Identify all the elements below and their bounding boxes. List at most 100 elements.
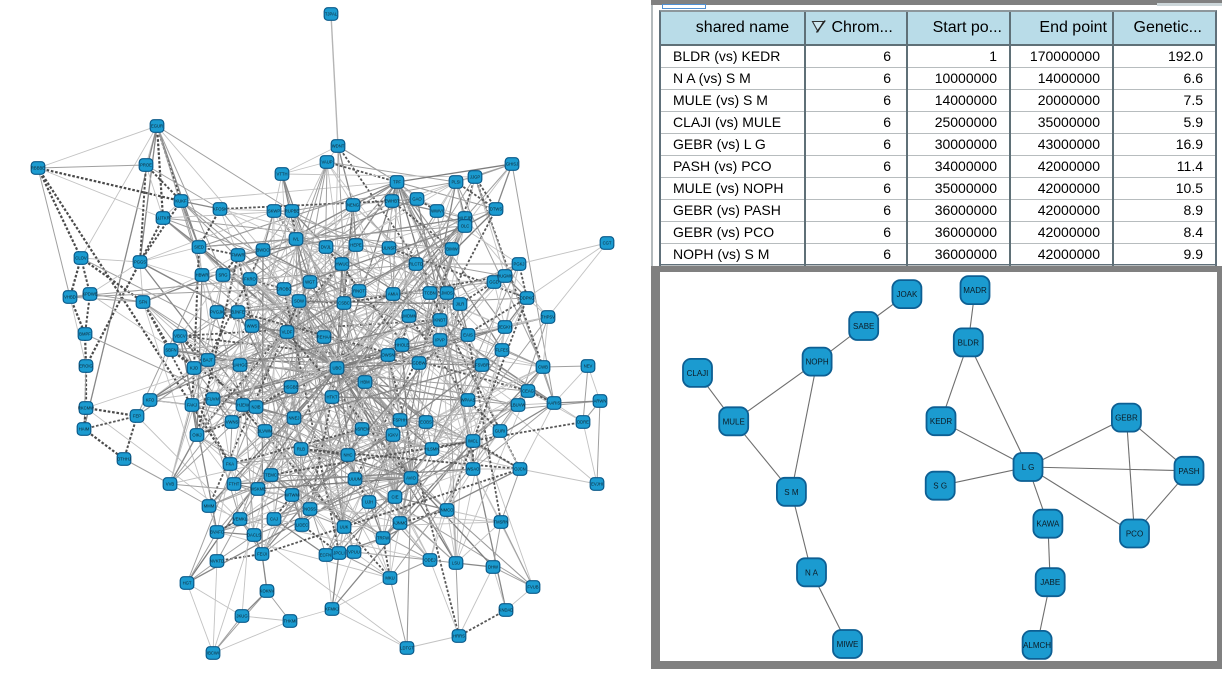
svg-text:AMIA: AMIA	[388, 292, 398, 297]
svg-text:FUVM: FUVM	[207, 397, 219, 402]
svg-text:JEGKH: JEGKH	[498, 325, 512, 330]
svg-text:IVL: IVL	[293, 237, 300, 242]
svg-text:PGKJ: PGKJ	[514, 262, 525, 267]
svg-text:LBUVW: LBUVW	[511, 403, 526, 408]
svg-text:FLFES: FLFES	[495, 348, 508, 353]
svg-text:WPAAS: WPAAS	[461, 398, 476, 403]
svg-text:JILR: JILR	[456, 302, 465, 307]
svg-text:UUUM: UUUM	[349, 477, 362, 482]
svg-text:ALMCH: ALMCH	[1023, 641, 1051, 650]
svg-text:HEPE: HEPE	[350, 243, 362, 248]
svg-text:CROBO: CROBO	[276, 287, 292, 292]
svg-text:OWSN: OWSN	[381, 353, 394, 358]
svg-text:VHBD: VHBD	[64, 295, 76, 300]
svg-text:FEIJI: FEIJI	[257, 552, 267, 557]
svg-text:CEAG: CEAG	[522, 389, 534, 394]
svg-text:HAIM: HAIM	[79, 427, 90, 432]
svg-text:UJH: UJH	[365, 500, 373, 505]
svg-text:FVUB: FVUB	[527, 585, 538, 590]
svg-text:DDRE: DDRE	[577, 420, 589, 425]
svg-text:REHAA: REHAA	[317, 335, 332, 340]
svg-text:SIED: SIED	[194, 245, 204, 250]
svg-text:DTWS: DTWS	[490, 207, 503, 212]
svg-text:SKWP: SKWP	[268, 209, 281, 214]
svg-text:ODEJ: ODEJ	[424, 558, 435, 563]
svg-text:MIWE: MIWE	[837, 640, 859, 649]
svg-text:TMSRN: TMSRN	[494, 520, 509, 525]
svg-text:FSPHH: FSPHH	[393, 418, 407, 423]
svg-text:VWNS: VWNS	[226, 420, 239, 425]
svg-text:HBM: HBM	[360, 380, 370, 385]
svg-text:HWUC: HWUC	[335, 262, 348, 267]
svg-text:OLC: OLC	[461, 224, 470, 229]
svg-text:KAWA: KAWA	[1036, 520, 1060, 529]
svg-text:MULE: MULE	[723, 417, 745, 426]
svg-text:EWHBT: EWHBT	[384, 199, 400, 204]
svg-text:CLOV: CLOV	[75, 256, 87, 261]
svg-text:KPDWE: KPDWE	[82, 292, 98, 297]
svg-text:NOPH: NOPH	[806, 358, 829, 367]
svg-text:KNBT: KNBT	[434, 318, 446, 323]
svg-text:VVB: VVB	[166, 482, 175, 487]
svg-text:PVGJK: PVGJK	[210, 310, 224, 315]
svg-text:CLAJI: CLAJI	[687, 369, 709, 378]
svg-text:TRFW: TRFW	[377, 536, 389, 541]
svg-text:NEV: NEV	[584, 364, 593, 369]
svg-text:RLB: RLB	[297, 447, 305, 452]
svg-text:N A: N A	[805, 568, 819, 577]
svg-text:NHC: NHC	[343, 453, 352, 458]
svg-text:TJPAL: TJPAL	[325, 12, 338, 17]
svg-text:NVKTD: NVKTD	[210, 559, 224, 564]
svg-text:KJO: KJO	[190, 366, 199, 371]
svg-text:NOSS: NOSS	[304, 507, 316, 512]
svg-text:HUGMH: HUGMH	[497, 274, 513, 279]
svg-text:PLSI: PLSI	[451, 180, 460, 185]
svg-text:LDTGT: LDTGT	[400, 646, 414, 651]
svg-text:GEBR: GEBR	[1115, 414, 1138, 423]
svg-text:JOAK: JOAK	[896, 290, 918, 299]
svg-text:L G: L G	[1022, 463, 1035, 472]
svg-text:KNDAD: KNDAD	[499, 608, 514, 613]
svg-text:EOBS: EOBS	[420, 420, 432, 425]
svg-text:IGKV: IGKV	[388, 433, 398, 438]
svg-text:WDNT: WDNT	[332, 144, 345, 149]
svg-text:VTTH: VTTH	[277, 172, 288, 177]
svg-text:UJTKR: UJTKR	[156, 216, 170, 221]
svg-text:KUKF: KUKF	[175, 199, 187, 204]
svg-text:KFO: KFO	[146, 398, 155, 403]
svg-text:JKUG: JKUG	[236, 614, 247, 619]
svg-text:IPVP: IPVP	[435, 338, 445, 343]
svg-text:VBCV: VBCV	[174, 334, 186, 339]
svg-text:DACLS: DACLS	[247, 533, 261, 538]
svg-text:THKMI: THKMI	[283, 619, 296, 624]
svg-text:VAUP: VAUP	[321, 160, 332, 165]
svg-text:SABE: SABE	[853, 322, 874, 331]
svg-text:BMPF: BMPF	[79, 332, 91, 337]
svg-text:OTHHJ: OTHHJ	[117, 457, 131, 462]
svg-text:WGT: WGT	[305, 280, 315, 285]
svg-text:HBWR: HBWR	[196, 273, 209, 278]
svg-text:UAHGC: UAHGC	[232, 363, 247, 368]
svg-text:WTWM: WTWM	[285, 493, 299, 498]
svg-text:PCO: PCO	[1126, 530, 1143, 539]
svg-text:BWDO: BWDO	[256, 248, 270, 253]
svg-text:RKCMW: RKCMW	[78, 406, 94, 411]
svg-text:VLDF: VLDF	[282, 330, 293, 335]
svg-text:GURI: GURI	[495, 429, 505, 434]
svg-text:FSVBR: FSVBR	[475, 363, 489, 368]
svg-text:KEDR: KEDR	[930, 417, 952, 426]
svg-text:FKA: FKA	[226, 462, 234, 467]
svg-text:EVJHI: EVJHI	[591, 482, 603, 487]
svg-text:S G: S G	[933, 482, 947, 491]
svg-text:BLDR: BLDR	[958, 338, 980, 347]
svg-text:JABE: JABE	[1040, 578, 1060, 587]
svg-text:WSAO: WSAO	[467, 467, 481, 472]
svg-text:LSU: LSU	[452, 561, 460, 566]
svg-text:LMOMM: LMOMM	[401, 314, 418, 319]
svg-text:HLSMN: HLSMN	[425, 447, 440, 452]
svg-text:HSGBE: HSGBE	[284, 385, 299, 390]
svg-text:VEMKL: VEMKL	[233, 517, 248, 522]
svg-text:HTKT: HTKT	[327, 395, 338, 400]
svg-text:LIDEC: LIDEC	[296, 523, 308, 528]
svg-text:BVAFC: BVAFC	[210, 530, 224, 535]
